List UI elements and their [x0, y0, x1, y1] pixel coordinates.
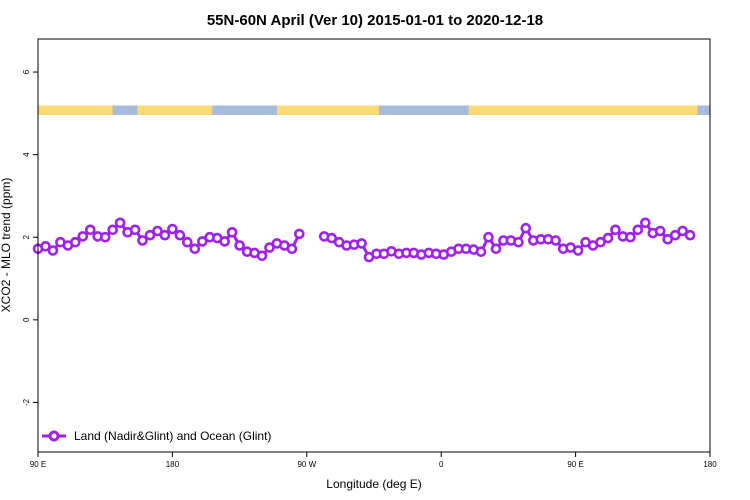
map-land	[38, 105, 113, 115]
x-axis: 90 E 180 90 W 0 90 E 180	[30, 452, 717, 469]
data-point	[356, 238, 367, 249]
legend-marker	[48, 430, 60, 442]
data-point	[662, 234, 674, 245]
x-tick-label: 180	[703, 460, 717, 469]
y-tick-label: 6	[22, 69, 31, 74]
data-point	[70, 236, 81, 248]
x-tick-label: 90 E	[567, 460, 583, 469]
x-tick-label: 180	[166, 460, 180, 469]
data-point	[189, 243, 201, 255]
data-point	[490, 243, 502, 255]
data-point	[167, 223, 178, 235]
series-layer	[32, 217, 696, 263]
data-point	[144, 229, 156, 241]
data-point	[137, 235, 148, 246]
data-point	[572, 245, 584, 256]
y-tick-label: 2	[22, 234, 31, 239]
plot-frame	[37, 38, 711, 453]
data-point	[152, 225, 163, 237]
data-point	[234, 240, 245, 251]
chart-title: 55N-60N April (Ver 10) 2015-01-01 to 202…	[207, 12, 543, 29]
data-point	[684, 229, 696, 241]
x-axis-label: Longitude (deg E)	[326, 477, 421, 491]
data-point	[610, 224, 621, 236]
data-point	[129, 224, 141, 236]
data-point	[174, 229, 186, 241]
y-axis-label: XCO2 - MLO trend (ppm)	[0, 178, 13, 313]
map-land	[276, 105, 379, 115]
data-point	[677, 225, 688, 237]
data-point	[632, 224, 644, 236]
y-tick-label: 4	[22, 152, 31, 157]
data-point	[475, 246, 487, 257]
legend-label: Land (Nadir&Glint) and Ocean (Glint)	[74, 429, 271, 443]
data-point	[654, 225, 666, 237]
data-point	[226, 227, 238, 238]
map-land	[137, 105, 213, 115]
data-point	[550, 235, 562, 246]
data-point	[114, 217, 126, 229]
data-point	[159, 229, 171, 241]
data-point	[326, 232, 338, 244]
data-point	[625, 231, 636, 243]
map-strip	[38, 105, 710, 115]
data-point	[197, 236, 208, 247]
data-point	[40, 241, 51, 252]
y-tick-label: 0	[22, 317, 31, 322]
data-point	[520, 222, 532, 234]
data-point	[595, 236, 606, 248]
data-point	[293, 228, 305, 240]
data-point	[77, 231, 89, 242]
data-point	[602, 232, 614, 244]
data-point	[256, 250, 268, 262]
x-tick-label: 0	[439, 460, 444, 469]
y-axis: -2 0 2 4 6	[22, 69, 38, 406]
data-point	[639, 217, 651, 229]
data-point	[286, 243, 298, 255]
legend: Land (Nadir&Glint) and Ocean (Glint)	[42, 429, 271, 443]
data-point	[107, 224, 118, 236]
data-point	[513, 236, 524, 248]
data-point	[85, 224, 96, 236]
data-point	[669, 229, 681, 241]
data-point	[264, 242, 275, 253]
x-tick-label: 90 W	[297, 460, 316, 469]
map-land	[468, 105, 698, 115]
data-point	[483, 231, 494, 243]
data-point	[47, 245, 59, 256]
data-point	[182, 236, 193, 248]
x-tick-label: 90 E	[30, 460, 46, 469]
data-point	[219, 236, 230, 247]
data-point	[99, 231, 111, 243]
y-tick-label: -2	[22, 398, 31, 406]
